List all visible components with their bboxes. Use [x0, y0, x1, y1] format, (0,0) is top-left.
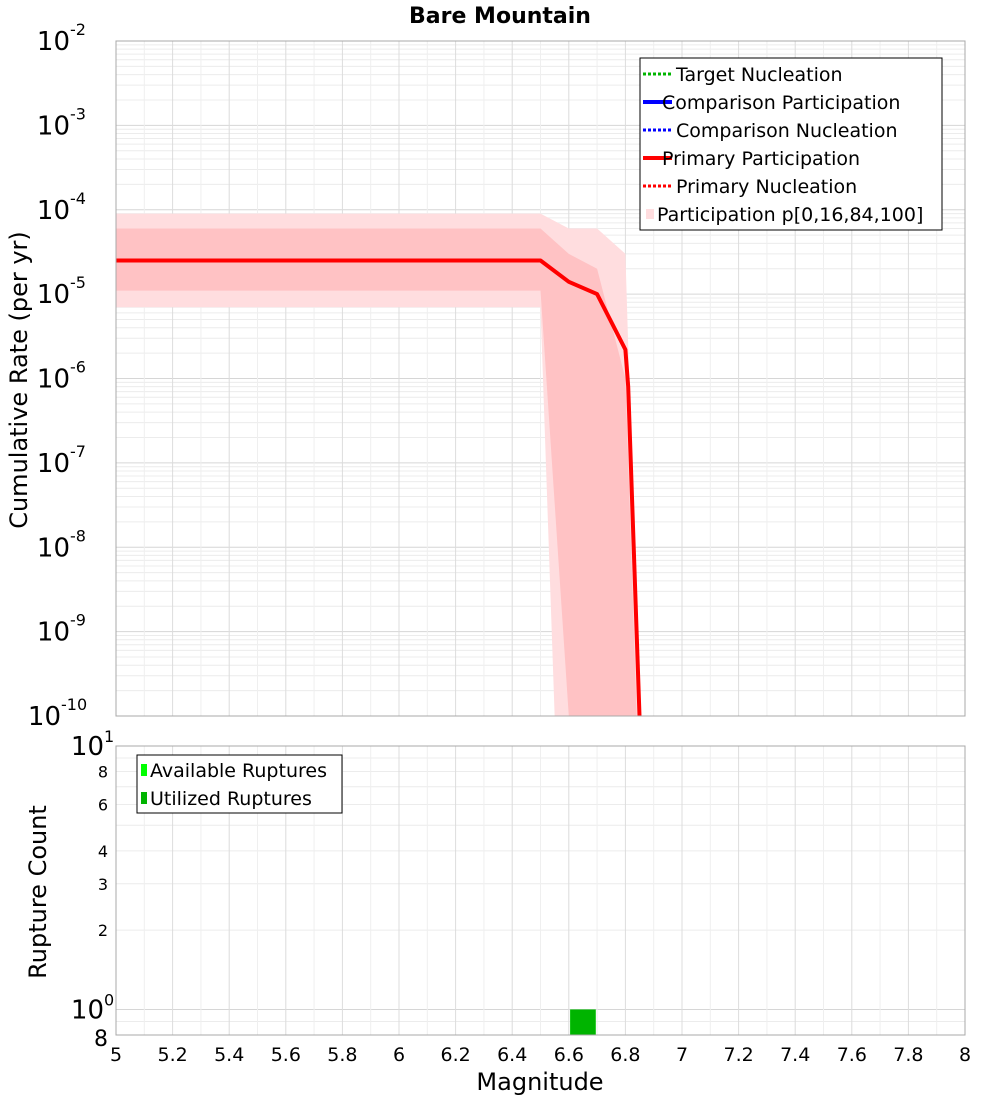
x-axis-label: Magnitude — [476, 1068, 603, 1096]
top-y-tick-exponent: -10 — [61, 695, 87, 714]
rate-lines — [116, 258, 642, 717]
x-tick-label: 7 — [676, 1044, 688, 1066]
band-p16-p84 — [116, 228, 637, 716]
x-tick-label: 7.4 — [780, 1044, 810, 1066]
top-y-tick-base: 10 — [37, 111, 70, 141]
bottom-y-tick-base: 10 — [71, 732, 104, 762]
x-tick-label: 6.6 — [554, 1044, 584, 1066]
top-y-tick-labels: 10-210-310-410-510-610-710-810-910-10 — [28, 20, 87, 732]
top-plot-frame — [115, 40, 966, 717]
bottom-legend: Available Ruptures Utilized Ruptures — [136, 754, 343, 814]
x-tick-label: 7.6 — [837, 1044, 867, 1066]
primary-nucleation-line — [116, 259, 641, 717]
x-tick-label: 5.4 — [214, 1044, 244, 1066]
legend-label-target-nucleation: Target Nucleation — [675, 64, 843, 86]
x-tick-label: 8 — [959, 1044, 971, 1066]
top-legend: Target Nucleation Comparison Participatio… — [639, 57, 943, 231]
top-y-tick-base: 10 — [37, 449, 70, 479]
x-tick-label: 6.4 — [497, 1044, 527, 1066]
x-tick-label: 6.8 — [610, 1044, 640, 1066]
legend-label-primary-nucleation: Primary Nucleation — [676, 176, 857, 198]
bottom-y-minor-tick: 8 — [98, 763, 108, 782]
x-tick-labels: 5 5.2 5.4 5.6 5.8 6 6.2 6.4 6.6 6.8 7 7.2 7.4 7.6 7.8 8 — [110, 1044, 971, 1066]
top-y-tick-base: 10 — [37, 533, 70, 563]
x-tick-label: 6.2 — [440, 1044, 470, 1066]
top-y-tick-base: 10 — [37, 280, 70, 310]
legend-label-comparison-nucleation: Comparison Nucleation — [676, 120, 898, 142]
x-tick-label: 5.2 — [157, 1044, 187, 1066]
legend-swatch-available-ruptures — [141, 764, 147, 776]
top-y-tick-exponent: -5 — [70, 273, 86, 292]
top-y-tick-base: 10 — [37, 618, 70, 648]
top-y-tick-base: 10 — [37, 196, 70, 226]
cumulative-rate-plot: 10-210-310-410-510-610-710-810-910-10 Cu… — [5, 20, 966, 732]
top-y-tick-exponent: -9 — [70, 611, 86, 630]
x-tick-label: 7.8 — [893, 1044, 923, 1066]
bar-utilized-ruptures — [570, 1009, 596, 1035]
bottom-legend-box — [136, 754, 343, 814]
top-y-tick-exponent: -6 — [70, 358, 86, 377]
top-y-tick-base: 10 — [37, 27, 70, 57]
legend-label-primary-participation: Primary Participation — [662, 148, 860, 170]
legend-swatch-participation-p-0-16-84-100- — [646, 209, 654, 219]
x-tick-label: 7.2 — [723, 1044, 753, 1066]
bottom-y-axis-label: Rupture Count — [24, 805, 52, 979]
top-y-tick-exponent: -3 — [70, 104, 86, 123]
bottom-y-minor-tick: 8 — [94, 1027, 108, 1052]
top-legend-box — [639, 57, 943, 231]
bottom-y-tick-exponent: 1 — [104, 727, 114, 746]
legend-label-utilized-ruptures: Utilized Ruptures — [150, 788, 312, 810]
x-tick-label: 5 — [110, 1044, 122, 1066]
top-y-tick-base: 10 — [28, 702, 61, 732]
top-y-tick-exponent: -4 — [70, 189, 86, 208]
bottom-y-minor-tick: 2 — [98, 921, 108, 940]
top-y-tick-exponent: -2 — [70, 20, 86, 39]
top-y-axis-label: Cumulative Rate (per yr) — [5, 231, 33, 529]
top-y-tick-base: 10 — [37, 365, 70, 395]
rupture-bars — [570, 1009, 596, 1035]
top-y-tick-exponent: -8 — [70, 526, 86, 545]
bottom-y-minor-tick: 6 — [98, 795, 108, 814]
legend-label-participation-p-0-16-84-100-: Participation p[0,16,84,100] — [657, 204, 923, 226]
top-y-tick-exponent: -7 — [70, 442, 86, 461]
bottom-y-minor-tick: 4 — [98, 842, 108, 861]
legend-label-comparison-participation: Comparison Participation — [662, 92, 900, 114]
x-tick-label: 6 — [393, 1044, 405, 1066]
bottom-y-minor-tick: 3 — [98, 875, 108, 894]
legend-swatch-utilized-ruptures — [141, 792, 147, 804]
bottom-y-tick-base: 10 — [71, 995, 104, 1025]
legend-label-available-ruptures: Available Ruptures — [150, 760, 327, 782]
x-tick-label: 5.8 — [327, 1044, 357, 1066]
bottom-y-tick-exponent: 0 — [104, 990, 114, 1009]
x-tick-label: 5.6 — [271, 1044, 301, 1066]
chart-title: Bare Mountain — [409, 4, 591, 29]
percentile-bands — [116, 213, 640, 717]
bottom-plot-frame — [115, 745, 966, 1036]
